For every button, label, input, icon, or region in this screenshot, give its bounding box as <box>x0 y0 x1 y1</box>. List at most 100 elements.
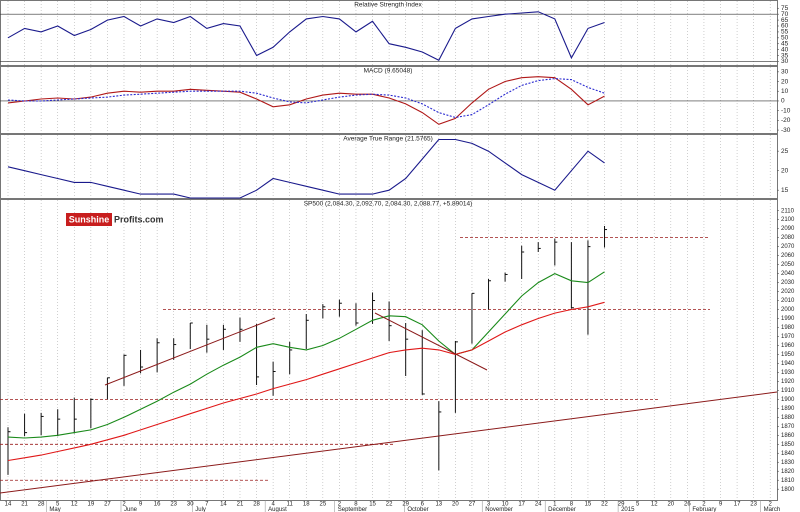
grid <box>0 0 778 501</box>
y-tick-label: 1840 <box>781 451 795 457</box>
x-tick-label: 21 <box>237 502 244 508</box>
x-tick-label: 2 <box>769 502 773 508</box>
series-line <box>7 138 605 199</box>
y-tick-label: 1920 <box>781 379 795 385</box>
y-tick-label: 2040 <box>781 271 795 277</box>
x-tick-label: 25 <box>319 502 326 508</box>
x-tick-label: 8 <box>354 502 358 508</box>
x-tick-label: 5 <box>56 502 60 508</box>
x-tick-label: 3 <box>487 502 491 508</box>
x-tick-label: 2 <box>702 502 706 508</box>
y-tick-label: 1890 <box>781 406 795 412</box>
x-tick-label: 16 <box>154 502 161 508</box>
y-tick-label: -20 <box>781 117 791 124</box>
x-tick-label: 23 <box>170 502 177 508</box>
panel-frame <box>0 199 778 501</box>
x-tick-label: 9 <box>719 502 723 508</box>
month-label: October <box>407 507 428 512</box>
y-tick-label: 65 <box>781 17 789 24</box>
y-tick-label: 0 <box>781 98 785 105</box>
x-tick-label: 17 <box>734 502 741 508</box>
month-label: November <box>485 507 513 512</box>
month-label: September <box>338 507 367 512</box>
month-label: June <box>124 507 138 512</box>
x-tick-label: 15 <box>585 502 592 508</box>
x-tick-label: 11 <box>287 502 294 508</box>
y-tick-label: 20 <box>781 167 789 174</box>
x-tick-label: 9 <box>139 502 143 508</box>
y-tick-label: 75 <box>781 5 789 12</box>
month-label: July <box>195 507 206 512</box>
month-label: May <box>49 507 60 512</box>
brand-box <box>66 213 112 226</box>
x-tick-label: 29 <box>402 502 409 508</box>
x-tick-label: 23 <box>750 502 757 508</box>
series-line <box>7 11 605 62</box>
y-tick-label: 2050 <box>781 262 795 268</box>
x-tick-label: 19 <box>88 502 95 508</box>
x-tick-label: 2 <box>122 502 126 508</box>
x-tick-label: 20 <box>667 502 674 508</box>
x-tick-label: 13 <box>435 502 442 508</box>
x-tick-label: 21 <box>21 502 28 508</box>
y-tick-label: 1970 <box>781 334 795 340</box>
x-tick-label: 14 <box>5 502 12 508</box>
x-tick-label: 27 <box>104 502 111 508</box>
x-tick-label: 15 <box>369 502 376 508</box>
y-tick-label: 1910 <box>781 388 795 394</box>
y-tick-label: 50 <box>781 35 789 42</box>
y-tick-label: 1930 <box>781 370 795 376</box>
y-tick-label: 2020 <box>781 289 795 295</box>
y-tick-label: 1980 <box>781 325 795 331</box>
y-tick-label: 1940 <box>781 361 795 367</box>
y-tick-label: 30 <box>781 58 789 65</box>
month-label: August <box>268 507 287 512</box>
y-tick-label: 2030 <box>781 280 795 286</box>
panel-frame <box>0 134 778 199</box>
y-tick-label: 1960 <box>781 343 795 349</box>
x-tick-label: 1 <box>553 502 557 508</box>
x-tick-label: 30 <box>187 502 194 508</box>
y-tick-label: 1800 <box>781 487 795 493</box>
y-tick-label: 1820 <box>781 469 795 475</box>
x-tick-label: 20 <box>452 502 459 508</box>
y-tick-label: 2090 <box>781 226 795 232</box>
y-tick-label: 1860 <box>781 433 795 439</box>
series-line <box>7 301 605 462</box>
x-tick-label: 4 <box>271 502 275 508</box>
x-tick-label: 12 <box>651 502 658 508</box>
y-tick-label: 25 <box>781 148 789 155</box>
x-tick-label: 8 <box>570 502 574 508</box>
y-tick-label: 1950 <box>781 352 795 358</box>
y-tick-label: 1830 <box>781 460 795 466</box>
y-tick-label: 55 <box>781 29 789 36</box>
y-tick-label: 2010 <box>781 298 795 304</box>
x-tick-label: 28 <box>253 502 260 508</box>
trend-line <box>0 391 778 494</box>
series-line <box>7 78 605 119</box>
x-tick-label: 17 <box>518 502 525 508</box>
brand-part: Sunshine <box>69 214 110 224</box>
x-tick-label: 22 <box>386 502 393 508</box>
y-tick-label: 2060 <box>781 253 795 259</box>
y-tick-label: 2070 <box>781 244 795 250</box>
y-tick-label: 10 <box>781 88 789 95</box>
x-tick-label: 22 <box>601 502 608 508</box>
y-tick-label: 1870 <box>781 424 795 430</box>
x-tick-label: 26 <box>684 502 691 508</box>
month-label: 2015 <box>621 507 635 512</box>
y-tick-label: 70 <box>781 11 789 18</box>
y-tick-label: 30 <box>781 69 789 76</box>
y-tick-label: 40 <box>781 46 789 53</box>
y-tick-label: 60 <box>781 23 789 30</box>
y-tick-label: 1880 <box>781 415 795 421</box>
series-line <box>7 76 605 125</box>
marks <box>7 11 608 475</box>
y-tick-label: 15 <box>781 187 789 194</box>
x-tick-label: 12 <box>71 502 78 508</box>
y-tick-label: 2000 <box>781 307 795 313</box>
series-line <box>7 271 605 439</box>
